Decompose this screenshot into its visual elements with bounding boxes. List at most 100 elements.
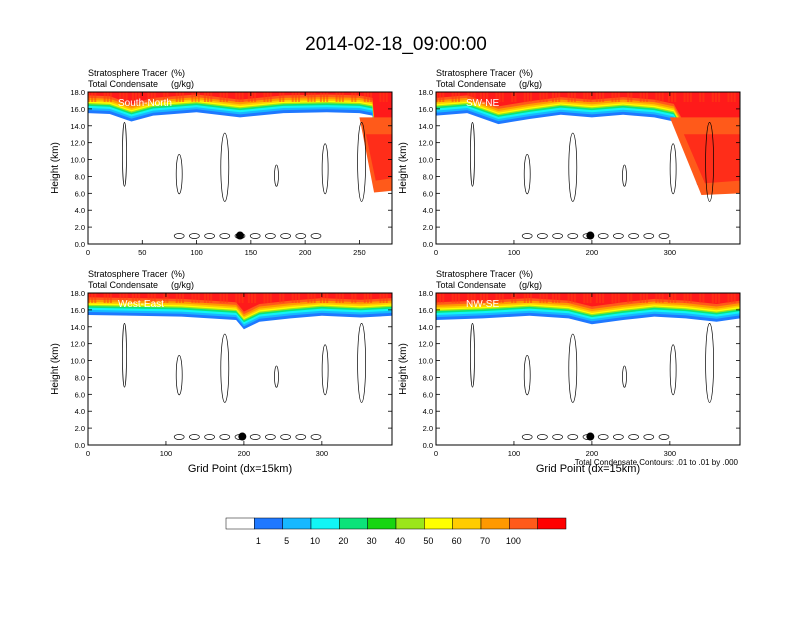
tracer-speckle bbox=[385, 92, 388, 102]
tracer-speckle bbox=[661, 293, 664, 303]
x-tick-label: 100 bbox=[160, 449, 173, 458]
tracer-speckle bbox=[91, 293, 94, 303]
tracer-speckle bbox=[595, 293, 598, 303]
x-tick-label: 200 bbox=[238, 449, 251, 458]
condensate-contour bbox=[568, 333, 578, 403]
panel-subtitle-condensate: Total Condensate bbox=[436, 79, 506, 89]
tracer-speckle bbox=[683, 92, 686, 102]
tracer-speckle bbox=[498, 293, 501, 303]
tracer-speckle bbox=[131, 293, 134, 303]
tracer-speckle bbox=[436, 92, 438, 102]
tracer-speckle bbox=[498, 92, 501, 102]
tracer-speckle bbox=[501, 92, 504, 102]
condensate-contour bbox=[321, 143, 329, 195]
tracer-speckle bbox=[225, 92, 228, 102]
tracer-speckle bbox=[627, 293, 630, 303]
tracer-speckle bbox=[671, 293, 674, 303]
condensate-contour-low bbox=[295, 434, 307, 440]
tracer-speckle bbox=[91, 92, 94, 102]
condensate-contour bbox=[523, 354, 531, 396]
tracer-speckle bbox=[103, 92, 106, 102]
tracer-speckle bbox=[727, 293, 730, 303]
tracer-speckle bbox=[558, 92, 561, 102]
y-tick-label: 6.0 bbox=[75, 189, 85, 198]
y-tick-label: 16.0 bbox=[418, 105, 433, 114]
tracer-speckle bbox=[341, 293, 344, 303]
y-tick-label: 2.0 bbox=[423, 223, 433, 232]
tracer-speckle bbox=[125, 293, 128, 303]
tracer-speckle bbox=[326, 293, 329, 303]
tracer-speckle bbox=[250, 92, 253, 102]
tracer-speckle bbox=[203, 293, 206, 303]
tracer-speckle bbox=[279, 92, 282, 102]
chart-panel-3: Stratosphere Tracer (%) Total Condensate (g… bbox=[50, 269, 393, 475]
panel-label: West-East bbox=[118, 299, 164, 310]
condensate-contour-low bbox=[628, 434, 639, 440]
x-axis-label: Grid Point (dx=15km) bbox=[536, 463, 640, 475]
condensate-contour-low bbox=[521, 233, 533, 239]
tracer-speckle bbox=[194, 293, 197, 303]
tracer-speckle bbox=[297, 92, 300, 102]
tracer-speckle bbox=[109, 92, 112, 102]
tracer-speckle bbox=[479, 293, 482, 303]
colorbar-swatch bbox=[367, 517, 397, 530]
y-tick-label: 4.0 bbox=[423, 206, 433, 215]
x-tick-label: 50 bbox=[138, 248, 146, 257]
colorbar-swatch bbox=[225, 517, 255, 530]
condensate-contour-low bbox=[628, 233, 639, 239]
y-tick-label: 0.0 bbox=[423, 240, 433, 249]
x-tick-label: 300 bbox=[316, 449, 329, 458]
tracer-speckle bbox=[294, 293, 297, 303]
condensate-contour bbox=[122, 122, 127, 187]
tracer-speckle bbox=[495, 92, 498, 102]
tracer-speckle bbox=[671, 92, 674, 102]
condensate-contour-low bbox=[597, 434, 609, 440]
tracer-speckle bbox=[119, 92, 122, 102]
panel-subtitle-condensate-unit: (g/kg) bbox=[171, 79, 194, 89]
tracer-speckle bbox=[689, 293, 692, 303]
tracer-speckle bbox=[291, 92, 294, 102]
chart-panel-4: Stratosphere Tracer (%) Total Condensate (g… bbox=[398, 269, 741, 475]
tracer-speckle bbox=[335, 293, 338, 303]
tracer-speckle bbox=[88, 92, 90, 102]
plot-frame bbox=[87, 292, 393, 446]
y-tick-label: 2.0 bbox=[423, 424, 433, 433]
y-tick-label: 0.0 bbox=[75, 441, 85, 450]
colorbar-swatch bbox=[480, 517, 510, 530]
tracer-speckle bbox=[282, 293, 285, 303]
y-tick-label: 8.0 bbox=[423, 172, 433, 181]
tracer-speckle bbox=[617, 293, 620, 303]
tracer-speckle bbox=[711, 92, 714, 102]
tracer-speckle bbox=[714, 92, 717, 102]
tracer-speckle bbox=[125, 92, 128, 102]
y-tick-label: 6.0 bbox=[75, 390, 85, 399]
tracer-speckle bbox=[106, 293, 109, 303]
tracer-speckle bbox=[94, 293, 97, 303]
tracer-speckle bbox=[191, 293, 194, 303]
panel-subtitle-tracer: Stratosphere Tracer bbox=[88, 269, 168, 279]
condensate-contour-low bbox=[219, 233, 231, 239]
tracer-speckle bbox=[545, 293, 548, 303]
tracer-speckle bbox=[699, 293, 702, 303]
colorbar-label: 100 bbox=[506, 536, 521, 546]
tracer-intrusion-core bbox=[365, 134, 392, 181]
y-tick-label: 12.0 bbox=[70, 139, 85, 148]
x-tick-label: 0 bbox=[434, 248, 438, 257]
tracer-speckle bbox=[94, 92, 97, 102]
tracer-speckle bbox=[689, 92, 692, 102]
x-tick-label: 300 bbox=[664, 248, 677, 257]
tracer-speckle bbox=[238, 92, 241, 102]
condensate-contour-low bbox=[310, 233, 322, 239]
condensate-contour bbox=[622, 164, 627, 187]
tracer-speckle bbox=[269, 92, 272, 102]
condensate-contour-low bbox=[537, 434, 548, 440]
x-tick-label: 200 bbox=[586, 449, 599, 458]
tracer-speckle bbox=[266, 293, 269, 303]
tracer-speckle bbox=[442, 293, 445, 303]
condensate-contour bbox=[669, 143, 677, 195]
tracer-speckle bbox=[153, 92, 156, 102]
tracer-speckle bbox=[254, 293, 257, 303]
tracer-speckle bbox=[147, 293, 150, 303]
y-tick-label: 4.0 bbox=[423, 407, 433, 416]
